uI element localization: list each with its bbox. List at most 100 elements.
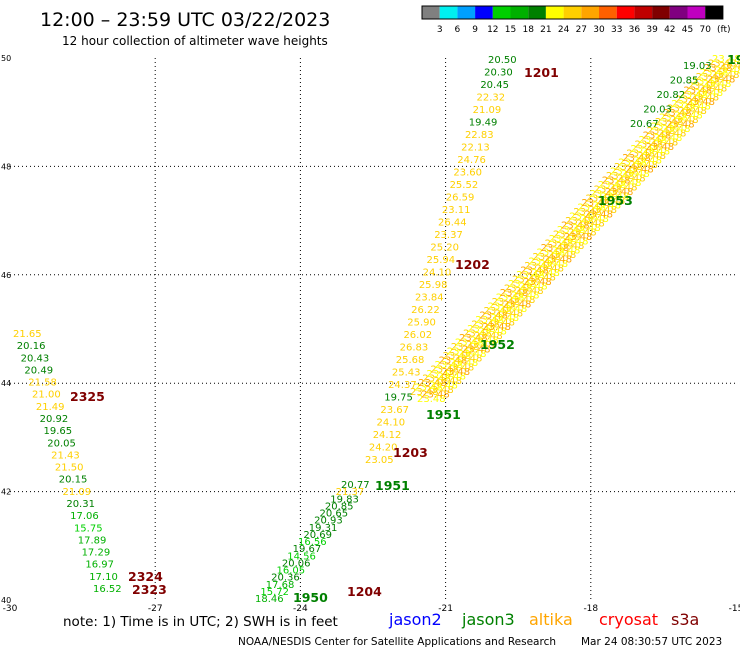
swath-mark: 23.48 xyxy=(647,126,676,137)
track-value-label: 20.06 xyxy=(282,558,311,569)
swath-mark: 23.48 xyxy=(679,90,708,101)
track-value-label: 15.75 xyxy=(74,523,103,534)
map-axes: -30 -27 -24 -21 -18 -15 40 42 44 46 48 50 xyxy=(1,54,740,614)
swath-mark: 23.48 xyxy=(659,113,688,124)
swath-mark: 23.48 xyxy=(704,63,733,74)
swath-mark: 23.48 xyxy=(712,54,740,65)
track-value-label: 20.16 xyxy=(17,341,46,352)
track-value-label: 23.37 xyxy=(434,230,463,241)
track-value-label: 20.85 xyxy=(670,76,699,87)
colorbar-swatch xyxy=(616,6,635,19)
swath-mark: 23.48 xyxy=(519,282,548,293)
track-value-label: 25.90 xyxy=(407,318,436,329)
swath-mark: 23.48 xyxy=(454,354,483,365)
track-value-label: 23.67 xyxy=(380,405,409,416)
y-tick-label: 50 xyxy=(1,54,11,63)
track-value-label: 20.77 xyxy=(341,480,370,491)
swath-mark: 23.48 xyxy=(643,131,672,142)
swath-mark: 23.48 xyxy=(569,212,598,223)
swath-mark: 23.48 xyxy=(478,327,507,338)
track-value-label: 23.11 xyxy=(442,205,471,216)
swath-mark: 23.48 xyxy=(463,329,492,340)
swath-mark: 23.48 xyxy=(598,180,627,191)
colorbar-tick-label: 6 xyxy=(455,25,461,35)
swath-mark: 23.48 xyxy=(581,198,610,209)
swath-mark: 23.48 xyxy=(475,315,504,326)
swath-mark: 23.48 xyxy=(516,270,545,281)
swath-mark: 23.48 xyxy=(594,185,623,196)
swath-mark: 23.48 xyxy=(618,158,647,169)
swath-mark: 23.48 xyxy=(410,387,439,398)
altika-swath-band: 23.4823.4823.4823.4823.4823.4823.4823.48… xyxy=(410,54,740,405)
swath-mark: 23.48 xyxy=(418,378,447,389)
swath-mark: 23.48 xyxy=(474,331,503,342)
swath-mark: 23.48 xyxy=(584,210,613,221)
track-value-label: 19.49 xyxy=(469,118,498,129)
track-value-label: 18.46 xyxy=(255,594,284,605)
swath-mark: 23.48 xyxy=(414,383,443,394)
swath-mark: 23.48 xyxy=(590,189,619,200)
track-value-label: 23.84 xyxy=(415,293,444,304)
track-value-label: 20.50 xyxy=(488,55,517,66)
swath-mark: 23.48 xyxy=(557,225,586,236)
track-value-label: 20.69 xyxy=(303,530,332,541)
swath-mark: 23.48 xyxy=(470,336,499,347)
pass-time-label: 1951 xyxy=(375,478,410,493)
swath-mark: 23.48 xyxy=(537,248,566,259)
swath-mark: 23.48 xyxy=(699,84,728,95)
satellite-legend-s3a: s3a xyxy=(671,610,699,629)
track-value-label: 20.93 xyxy=(314,516,343,527)
swath-mark: 23.48 xyxy=(692,77,721,88)
track-value-label: 23.05 xyxy=(365,455,394,466)
swath-mark: 23.48 xyxy=(549,234,578,245)
swath-mark: 23.48 xyxy=(606,171,635,182)
colorbar-tick-label: 42 xyxy=(664,25,675,35)
swath-mark: 23.48 xyxy=(512,275,541,286)
swath-mark: 23.48 xyxy=(548,250,577,261)
swath-mark: 23.48 xyxy=(535,264,564,275)
swath-mark: 23.48 xyxy=(492,297,521,308)
swath-mark: 23.48 xyxy=(686,97,715,108)
colorbar-swatch xyxy=(439,6,458,19)
swath-mark: 23.48 xyxy=(495,309,524,320)
satellite-legend: jason2 jason3 altika cryosat s3a xyxy=(388,610,699,629)
track-value-label: 19.65 xyxy=(43,426,72,437)
swath-mark: 23.48 xyxy=(553,230,582,241)
pass-time-label: 1953 xyxy=(598,193,633,208)
x-tick-label: -30 xyxy=(3,604,18,614)
swath-mark: 23.48 xyxy=(658,129,687,140)
swath-mark: 23.48 xyxy=(446,363,475,374)
colorbar-tick-label: 9 xyxy=(472,25,478,35)
swath-mark: 23.48 xyxy=(437,372,466,383)
colorbar-swatch xyxy=(563,6,582,19)
colorbar-swatch xyxy=(581,6,599,19)
track-value-label: 24.37 xyxy=(388,380,417,391)
pass-time-label: 2324 xyxy=(128,569,163,584)
track-value-label: 14.56 xyxy=(287,551,316,562)
page-subtitle: 12 hour collection of altimeter wave hei… xyxy=(62,34,328,48)
note-text: note: 1) Time is in UTC; 2) SWH is in fe… xyxy=(63,614,338,630)
pass-time-label: 1204 xyxy=(347,584,382,599)
track-value-label: 20.03 xyxy=(643,105,672,116)
pass-time-label: 1201 xyxy=(524,65,559,80)
swath-mark: 23.48 xyxy=(515,286,544,297)
swath-mark: 23.48 xyxy=(441,367,470,378)
colorbar-swatch xyxy=(422,6,440,19)
track-value-label: 20.15 xyxy=(59,475,88,486)
colorbar-swatch xyxy=(687,6,706,19)
page-title: 12:00 – 23:59 UTC 03/22/2023 xyxy=(40,9,330,31)
colorbar-tick-label: 12 xyxy=(487,25,498,35)
y-tick-label: 46 xyxy=(1,271,11,280)
y-tick-label: 48 xyxy=(1,162,11,171)
swath-mark: 23.48 xyxy=(451,342,480,353)
track-value-label: 24.10 xyxy=(423,268,452,279)
swath-mark: 23.48 xyxy=(422,374,451,385)
swath-mark: 23.48 xyxy=(585,194,614,205)
swath-mark: 23.48 xyxy=(671,99,700,110)
swath-mark: 23.48 xyxy=(425,385,454,396)
track-value-label: 19.03 xyxy=(683,61,712,72)
swath-mark: 23.48 xyxy=(617,174,646,185)
track-value-label: 24.20 xyxy=(369,443,398,454)
